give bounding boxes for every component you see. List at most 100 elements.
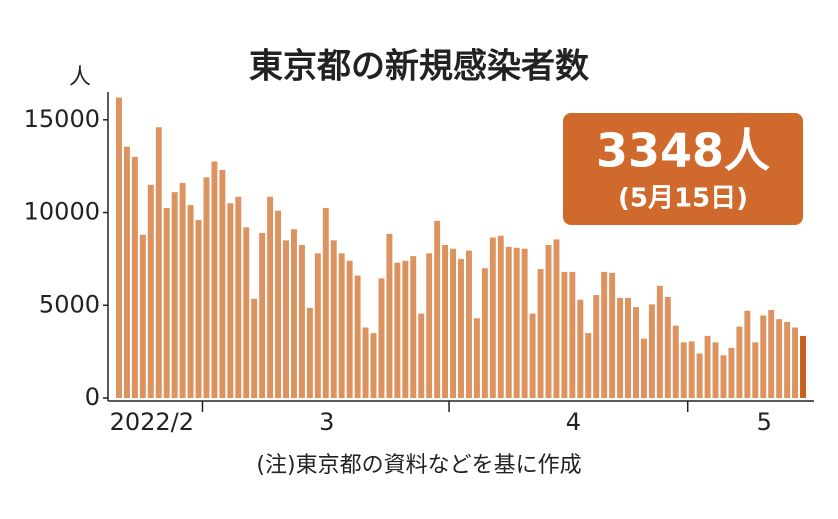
bar	[394, 262, 401, 398]
x-tick-label: 2022/2	[110, 408, 194, 436]
bar	[680, 342, 687, 398]
bar	[442, 245, 449, 398]
bar	[354, 275, 361, 398]
bar	[155, 127, 162, 399]
bar	[235, 196, 242, 398]
bar	[760, 315, 767, 398]
bar	[179, 182, 186, 398]
bar	[362, 327, 369, 398]
bar	[330, 240, 337, 398]
chart-title: 東京都の新規感染者数	[249, 47, 589, 87]
annotation-value: 3348人	[596, 124, 770, 178]
bar	[131, 156, 138, 398]
bar	[712, 342, 719, 398]
bar	[370, 333, 377, 398]
bar	[458, 258, 464, 398]
y-axis-unit: 人	[69, 65, 91, 90]
annotation-date: (5月15日)	[618, 184, 748, 214]
bar	[426, 253, 433, 398]
source-note: (注)東京都の資料などを基に作成	[256, 453, 581, 478]
x-tick-label: 5	[757, 408, 772, 436]
bar	[529, 313, 536, 398]
bar	[728, 347, 735, 398]
bar	[792, 327, 799, 398]
bar	[290, 229, 297, 398]
bar	[243, 227, 250, 398]
bar	[139, 234, 146, 398]
bar	[465, 250, 472, 398]
y-tick-label: 15000	[24, 105, 100, 133]
bar	[275, 210, 282, 398]
bar	[736, 326, 743, 398]
bar	[195, 219, 202, 398]
annotation-badge	[563, 113, 803, 225]
bar	[704, 335, 711, 398]
bar	[545, 245, 552, 398]
x-tick-label: 3	[319, 408, 334, 436]
bar	[410, 256, 417, 398]
bar	[219, 169, 226, 398]
bar	[656, 285, 663, 398]
bar	[593, 295, 600, 398]
y-tick-label: 5000	[39, 290, 100, 318]
bar	[386, 233, 393, 398]
bar	[211, 161, 218, 398]
bar	[784, 321, 791, 398]
bar	[609, 272, 616, 398]
bar	[633, 307, 639, 398]
bar	[625, 297, 632, 398]
bar	[648, 304, 655, 398]
bar	[346, 260, 353, 398]
bar	[601, 271, 608, 398]
bar	[227, 203, 234, 398]
bar	[314, 253, 321, 398]
bar	[752, 342, 759, 398]
bar	[322, 207, 329, 398]
bar	[489, 237, 496, 398]
x-tick-label: 4	[566, 408, 581, 436]
bar	[617, 297, 624, 398]
bar	[283, 240, 289, 398]
bar	[521, 248, 528, 398]
bar	[800, 335, 806, 398]
bar	[378, 278, 385, 398]
bar	[664, 296, 671, 398]
bar	[203, 177, 210, 398]
bar	[147, 184, 154, 398]
bar	[553, 239, 560, 398]
bar	[123, 146, 130, 398]
bar	[473, 318, 480, 398]
bar	[537, 269, 544, 398]
bar	[585, 333, 592, 398]
bar	[577, 299, 584, 398]
bar	[640, 338, 647, 398]
bar	[720, 355, 727, 398]
bar	[402, 260, 409, 398]
bar	[505, 246, 512, 398]
bar	[338, 253, 345, 398]
bar	[171, 192, 178, 398]
bar	[163, 207, 170, 398]
bar	[569, 271, 576, 398]
bar	[672, 325, 679, 398]
bar	[688, 341, 695, 398]
bar	[561, 271, 568, 398]
bar	[306, 307, 313, 398]
bar	[481, 268, 488, 398]
y-tick-label: 10000	[24, 198, 100, 226]
bar	[497, 235, 504, 398]
bar	[418, 313, 425, 398]
bar	[259, 232, 266, 398]
bar	[768, 309, 775, 398]
y-tick-label: 0	[85, 383, 100, 411]
bar	[187, 205, 194, 398]
bar	[450, 248, 457, 398]
bar	[696, 353, 703, 398]
bar	[251, 298, 258, 398]
bar	[434, 220, 441, 398]
bar	[116, 97, 122, 399]
bar	[298, 245, 305, 398]
bar	[513, 247, 520, 398]
bar	[776, 319, 783, 398]
